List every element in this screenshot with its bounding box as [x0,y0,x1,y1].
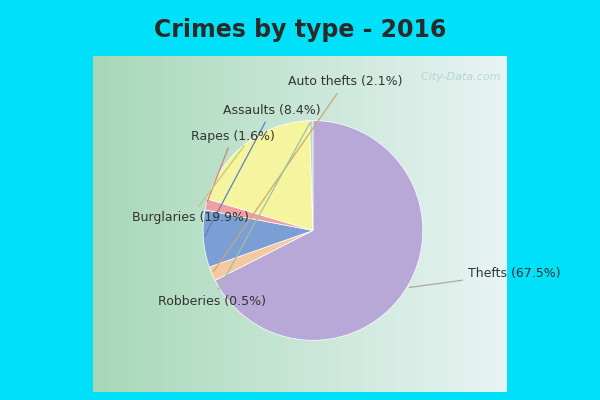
Wedge shape [215,121,423,340]
Wedge shape [209,230,313,280]
Text: Robberies (0.5%): Robberies (0.5%) [158,123,310,308]
Text: Burglaries (19.9%): Burglaries (19.9%) [132,146,249,224]
Text: Rapes (1.6%): Rapes (1.6%) [191,130,275,202]
Wedge shape [205,199,313,230]
Text: Crimes by type - 2016: Crimes by type - 2016 [154,18,446,42]
Text: Auto thefts (2.1%): Auto thefts (2.1%) [214,75,403,272]
Wedge shape [310,121,313,230]
Text: Assaults (8.4%): Assaults (8.4%) [205,104,320,236]
Text: City-Data.com: City-Data.com [414,72,500,82]
Text: Thefts (67.5%): Thefts (67.5%) [409,267,560,288]
Wedge shape [203,210,313,267]
Wedge shape [208,121,313,230]
